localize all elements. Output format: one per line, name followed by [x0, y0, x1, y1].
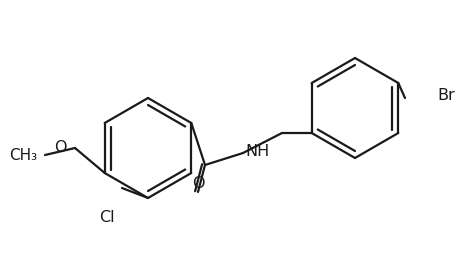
Text: CH₃: CH₃	[9, 148, 37, 163]
Text: NH: NH	[245, 144, 269, 158]
Text: O: O	[54, 139, 67, 155]
Text: O: O	[192, 176, 204, 192]
Text: Cl: Cl	[99, 211, 115, 225]
Text: Br: Br	[437, 87, 455, 102]
